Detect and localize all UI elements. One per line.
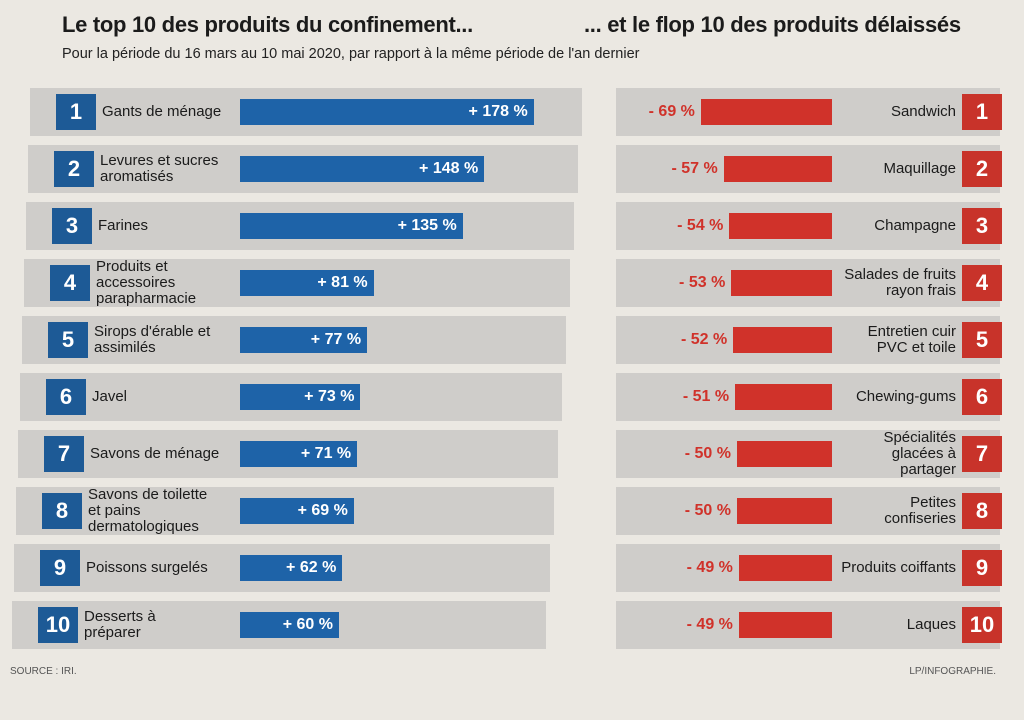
category-label: Sirops d'érable et assimilés [94, 323, 211, 356]
category-label: Sandwich [890, 103, 956, 120]
category-label: Produits coiffants [841, 559, 956, 576]
rank: 5 [962, 322, 1002, 358]
value-label: - 52 % [680, 331, 728, 348]
category-label: Savons de ménage [90, 445, 220, 462]
bar [240, 555, 343, 581]
category-label: Gants de ménage [102, 103, 222, 120]
bar [240, 99, 534, 125]
category-label: Chewing-gums [855, 388, 956, 405]
value-label: + 135 % [397, 217, 457, 234]
value-label: - 57 % [671, 160, 718, 177]
bar [240, 498, 354, 524]
value-label: + 60 % [282, 616, 333, 633]
rank: 8 [962, 493, 1002, 529]
bar [737, 441, 832, 467]
value-label: - 51 % [682, 388, 730, 405]
value-label: - 53 % [679, 274, 726, 291]
category-label: Farines [98, 217, 149, 234]
category-label: Javel [92, 388, 128, 405]
value-label: + 69 % [297, 502, 348, 519]
value-label: + 62 % [286, 559, 337, 576]
category-label: Spécialités glacées à partager [883, 429, 956, 478]
rank: 6 [46, 379, 86, 415]
bar [240, 156, 485, 182]
bar [731, 270, 832, 296]
value-label: + 81 % [317, 274, 368, 291]
category-label: Entretien cuir PVC et toile [867, 323, 956, 356]
value-label: + 73 % [304, 388, 355, 405]
value-label: + 148 % [419, 160, 479, 177]
bar [738, 555, 832, 581]
category-label: Levures et sucres aromatisés [100, 152, 219, 185]
bar [723, 156, 832, 182]
source: SOURCE : IRI. [10, 666, 77, 677]
rank: 10 [38, 607, 78, 643]
rank: 10 [962, 607, 1002, 643]
category-label: Savons de toilette et pains dermatologiq… [88, 486, 208, 535]
bar [700, 99, 832, 125]
bar [240, 612, 339, 638]
rank: 2 [962, 151, 1002, 187]
chart-title: ... et le flop 10 des produits délaissés [584, 12, 961, 37]
credit: LP/INFOGRAPHIE. [909, 666, 996, 677]
rank: 7 [962, 436, 1002, 472]
bar [738, 612, 832, 638]
rank: 5 [48, 322, 88, 358]
category-label: Desserts à préparer [84, 608, 156, 641]
bar [735, 384, 832, 410]
rank: 4 [962, 265, 1002, 301]
value-label: + 77 % [310, 331, 362, 348]
bar [733, 327, 832, 353]
category-label: Produits et accessoires parapharmacie [96, 258, 197, 307]
rank: 2 [54, 151, 94, 187]
rank: 1 [56, 94, 96, 130]
category-label: Maquillage [883, 160, 956, 177]
subtitle: Pour la période du 16 mars au 10 mai 202… [62, 46, 640, 62]
value-label: - 50 % [684, 502, 731, 519]
bar [737, 498, 832, 524]
value-label: - 49 % [686, 616, 733, 633]
chart-title: Le top 10 des produits du confinement... [62, 12, 473, 37]
rank: 7 [44, 436, 84, 472]
bar [729, 213, 832, 239]
value-label: - 49 % [686, 559, 733, 576]
category-label: Laques [906, 616, 956, 633]
rank: 9 [962, 550, 1002, 586]
rank: 3 [962, 208, 1002, 244]
rank: 1 [962, 94, 1002, 130]
category-label: Poissons surgelés [86, 559, 208, 576]
bar [240, 270, 374, 296]
bar [240, 327, 368, 353]
rank: 8 [42, 493, 82, 529]
value-label: - 54 % [677, 217, 724, 234]
value-label: - 69 % [648, 103, 695, 120]
category-label: Petites confiseries [884, 494, 956, 527]
rank: 4 [50, 265, 90, 301]
value-label: + 178 % [468, 103, 528, 120]
bar [240, 384, 361, 410]
value-label: - 50 % [684, 445, 731, 462]
bar [240, 213, 463, 239]
rank: 6 [962, 379, 1002, 415]
value-label: + 71 % [300, 445, 352, 462]
bar [240, 441, 358, 467]
category-label: Champagne [874, 217, 956, 234]
rank: 3 [52, 208, 92, 244]
category-label: Salades de fruits rayon frais [844, 266, 956, 299]
rank: 9 [40, 550, 80, 586]
